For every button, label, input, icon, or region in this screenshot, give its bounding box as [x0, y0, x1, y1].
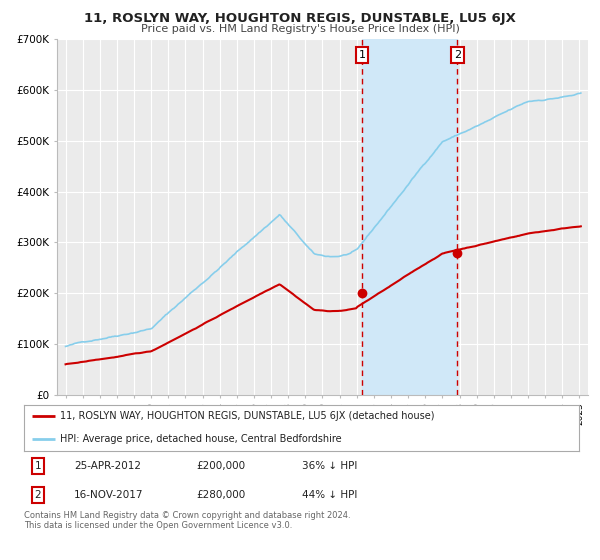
Text: Price paid vs. HM Land Registry's House Price Index (HPI): Price paid vs. HM Land Registry's House … — [140, 24, 460, 34]
Text: 44% ↓ HPI: 44% ↓ HPI — [302, 490, 357, 500]
Text: 11, ROSLYN WAY, HOUGHTON REGIS, DUNSTABLE, LU5 6JX: 11, ROSLYN WAY, HOUGHTON REGIS, DUNSTABL… — [84, 12, 516, 25]
Text: £280,000: £280,000 — [196, 490, 245, 500]
Text: 16-NOV-2017: 16-NOV-2017 — [74, 490, 143, 500]
Text: 1: 1 — [35, 461, 41, 470]
Text: 2: 2 — [35, 490, 41, 500]
Bar — [362, 39, 457, 395]
Text: 25-APR-2012: 25-APR-2012 — [74, 461, 141, 470]
Text: 2: 2 — [454, 50, 461, 60]
Text: £200,000: £200,000 — [196, 461, 245, 470]
Text: 1: 1 — [359, 50, 365, 60]
Text: HPI: Average price, detached house, Central Bedfordshire: HPI: Average price, detached house, Cent… — [60, 435, 342, 444]
Text: This data is licensed under the Open Government Licence v3.0.: This data is licensed under the Open Gov… — [24, 521, 292, 530]
Text: Contains HM Land Registry data © Crown copyright and database right 2024.: Contains HM Land Registry data © Crown c… — [24, 511, 350, 520]
Text: 11, ROSLYN WAY, HOUGHTON REGIS, DUNSTABLE, LU5 6JX (detached house): 11, ROSLYN WAY, HOUGHTON REGIS, DUNSTABL… — [60, 412, 434, 421]
Text: 36% ↓ HPI: 36% ↓ HPI — [302, 461, 357, 470]
